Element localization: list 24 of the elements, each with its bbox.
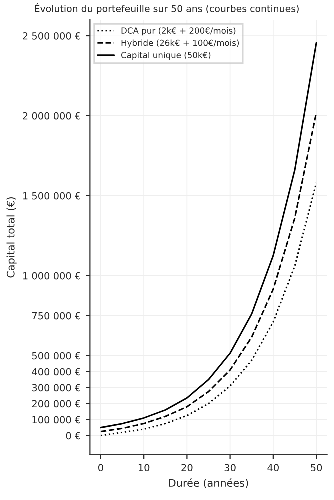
y-tick-label: 0 € — [66, 432, 81, 440]
y-tick-label: 200 000 € — [32, 400, 81, 408]
legend-label: Hybride (26k€ + 100€/mois) — [122, 40, 239, 48]
y-tick-label: 2 000 000 € — [23, 112, 81, 120]
x-tick-label: 10 — [138, 464, 150, 472]
y-tick-label: 500 000 € — [32, 352, 81, 360]
y-tick-label: 2 500 000 € — [23, 32, 81, 40]
x-tick-label: 50 — [311, 464, 322, 472]
legend-label: Capital unique (50k€) — [121, 52, 211, 60]
y-axis-title: Capital total (€) — [6, 198, 17, 278]
x-tick-label: 40 — [268, 464, 279, 472]
x-axis-title: Durée (années) — [169, 478, 248, 488]
y-tick-label: 1 500 000 € — [23, 192, 81, 200]
x-tick-label: 0 — [98, 464, 104, 472]
y-tick-label: 300 000 € — [32, 384, 81, 392]
y-tick-label: 400 000 € — [32, 368, 81, 376]
y-tick-label: 750 000 € — [32, 312, 81, 320]
line-series — [100, 182, 318, 437]
y-tick-label: 100 000 € — [32, 416, 81, 424]
x-tick-label: 30 — [224, 464, 236, 472]
legend-label: DCA pur (2k€ + 200€/mois) — [122, 28, 236, 36]
y-tick-label: 1 000 000 € — [23, 272, 81, 280]
chart-title: Évolution du portefeuille sur 50 ans (courbes continues) — [35, 4, 299, 14]
x-tick-label: 20 — [182, 464, 193, 472]
